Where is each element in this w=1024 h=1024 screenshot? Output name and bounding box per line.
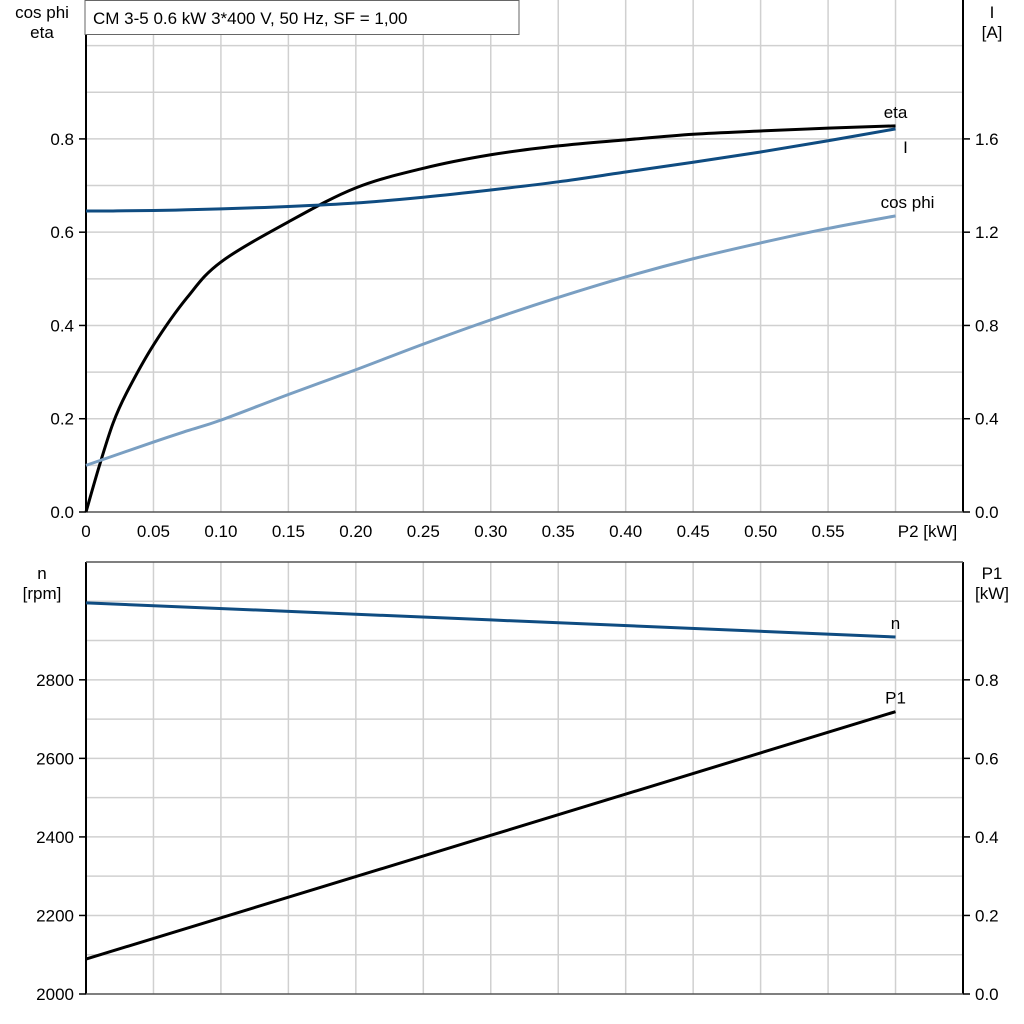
y-axis-title-left: [rpm] [23,584,62,603]
bottom-grid: 200022002400260028000.00.20.40.60.8n[rpm… [23,561,1009,1004]
series-line-p1 [85,710,896,961]
series-label-cos-phi: cos phi [881,193,935,212]
y-axis-title-left: cos phi [15,3,69,22]
y-tick-label-right: 0.0 [975,985,999,1004]
y-tick-label-right: 0.6 [975,749,999,768]
y-tick-label-right: 1.2 [975,223,999,242]
y-axis-title-right: I [990,3,995,22]
x-tick-label: 0.05 [137,522,170,541]
y-axis-title-right: P1 [982,564,1003,583]
y-tick-label-left: 0.2 [50,410,74,429]
x-tick-label: 0.25 [407,522,440,541]
series-label-p1: P1 [885,689,906,708]
series-line-n [85,601,896,639]
y-tick-label-right: 0.8 [975,671,999,690]
x-axis-title: P2 [kW] [898,522,958,541]
y-axis-title-left: n [37,564,46,583]
x-tick-label: 0.40 [609,522,642,541]
title-box: CM 3-5 0.6 kW 3*400 V, 50 Hz, SF = 1,00 [84,0,520,35]
x-tick-label: 0.15 [272,522,305,541]
series-label-eta: eta [884,103,908,122]
chart-title: CM 3-5 0.6 kW 3*400 V, 50 Hz, SF = 1,00 [93,9,408,28]
x-tick-label: 0.30 [474,522,507,541]
series-line-i [86,127,896,213]
y-tick-label-left: 2000 [36,985,74,1004]
y-tick-label-right: 0.0 [975,503,999,522]
x-tick-label: 0.50 [744,522,777,541]
y-tick-label-left: 2200 [36,906,74,925]
y-tick-label-right: 0.8 [975,316,999,335]
y-tick-label-right: 0.2 [975,906,999,925]
y-axis-title-right: [A] [982,23,1003,42]
y-tick-label-left: 0.6 [50,223,74,242]
x-tick-label: 0.35 [542,522,575,541]
y-tick-label-left: 0.0 [50,503,74,522]
y-axis-title-right: [kW] [975,584,1009,603]
y-tick-label-left: 0.4 [50,316,74,335]
series-line-cos-phi [85,214,896,467]
y-tick-label-right: 0.4 [975,828,999,847]
y-tick-label-left: 2400 [36,828,74,847]
y-tick-label-right: 1.6 [975,130,999,149]
x-tick-label: 0.10 [204,522,237,541]
series-label-n: n [891,614,900,633]
x-tick-label: 0.20 [339,522,372,541]
y-tick-label-left: 2800 [36,671,74,690]
y-tick-label-left: 0.8 [50,130,74,149]
x-tick-label: 0.45 [677,522,710,541]
x-tick-label: 0 [81,522,90,541]
title-frame [84,0,520,35]
y-tick-label-right: 0.4 [975,410,999,429]
series-line-eta [84,124,896,513]
y-tick-label-left: 2600 [36,749,74,768]
x-tick-label: 0.55 [812,522,845,541]
series-label-i: I [903,138,908,157]
y-axis-title-left: eta [30,23,54,42]
